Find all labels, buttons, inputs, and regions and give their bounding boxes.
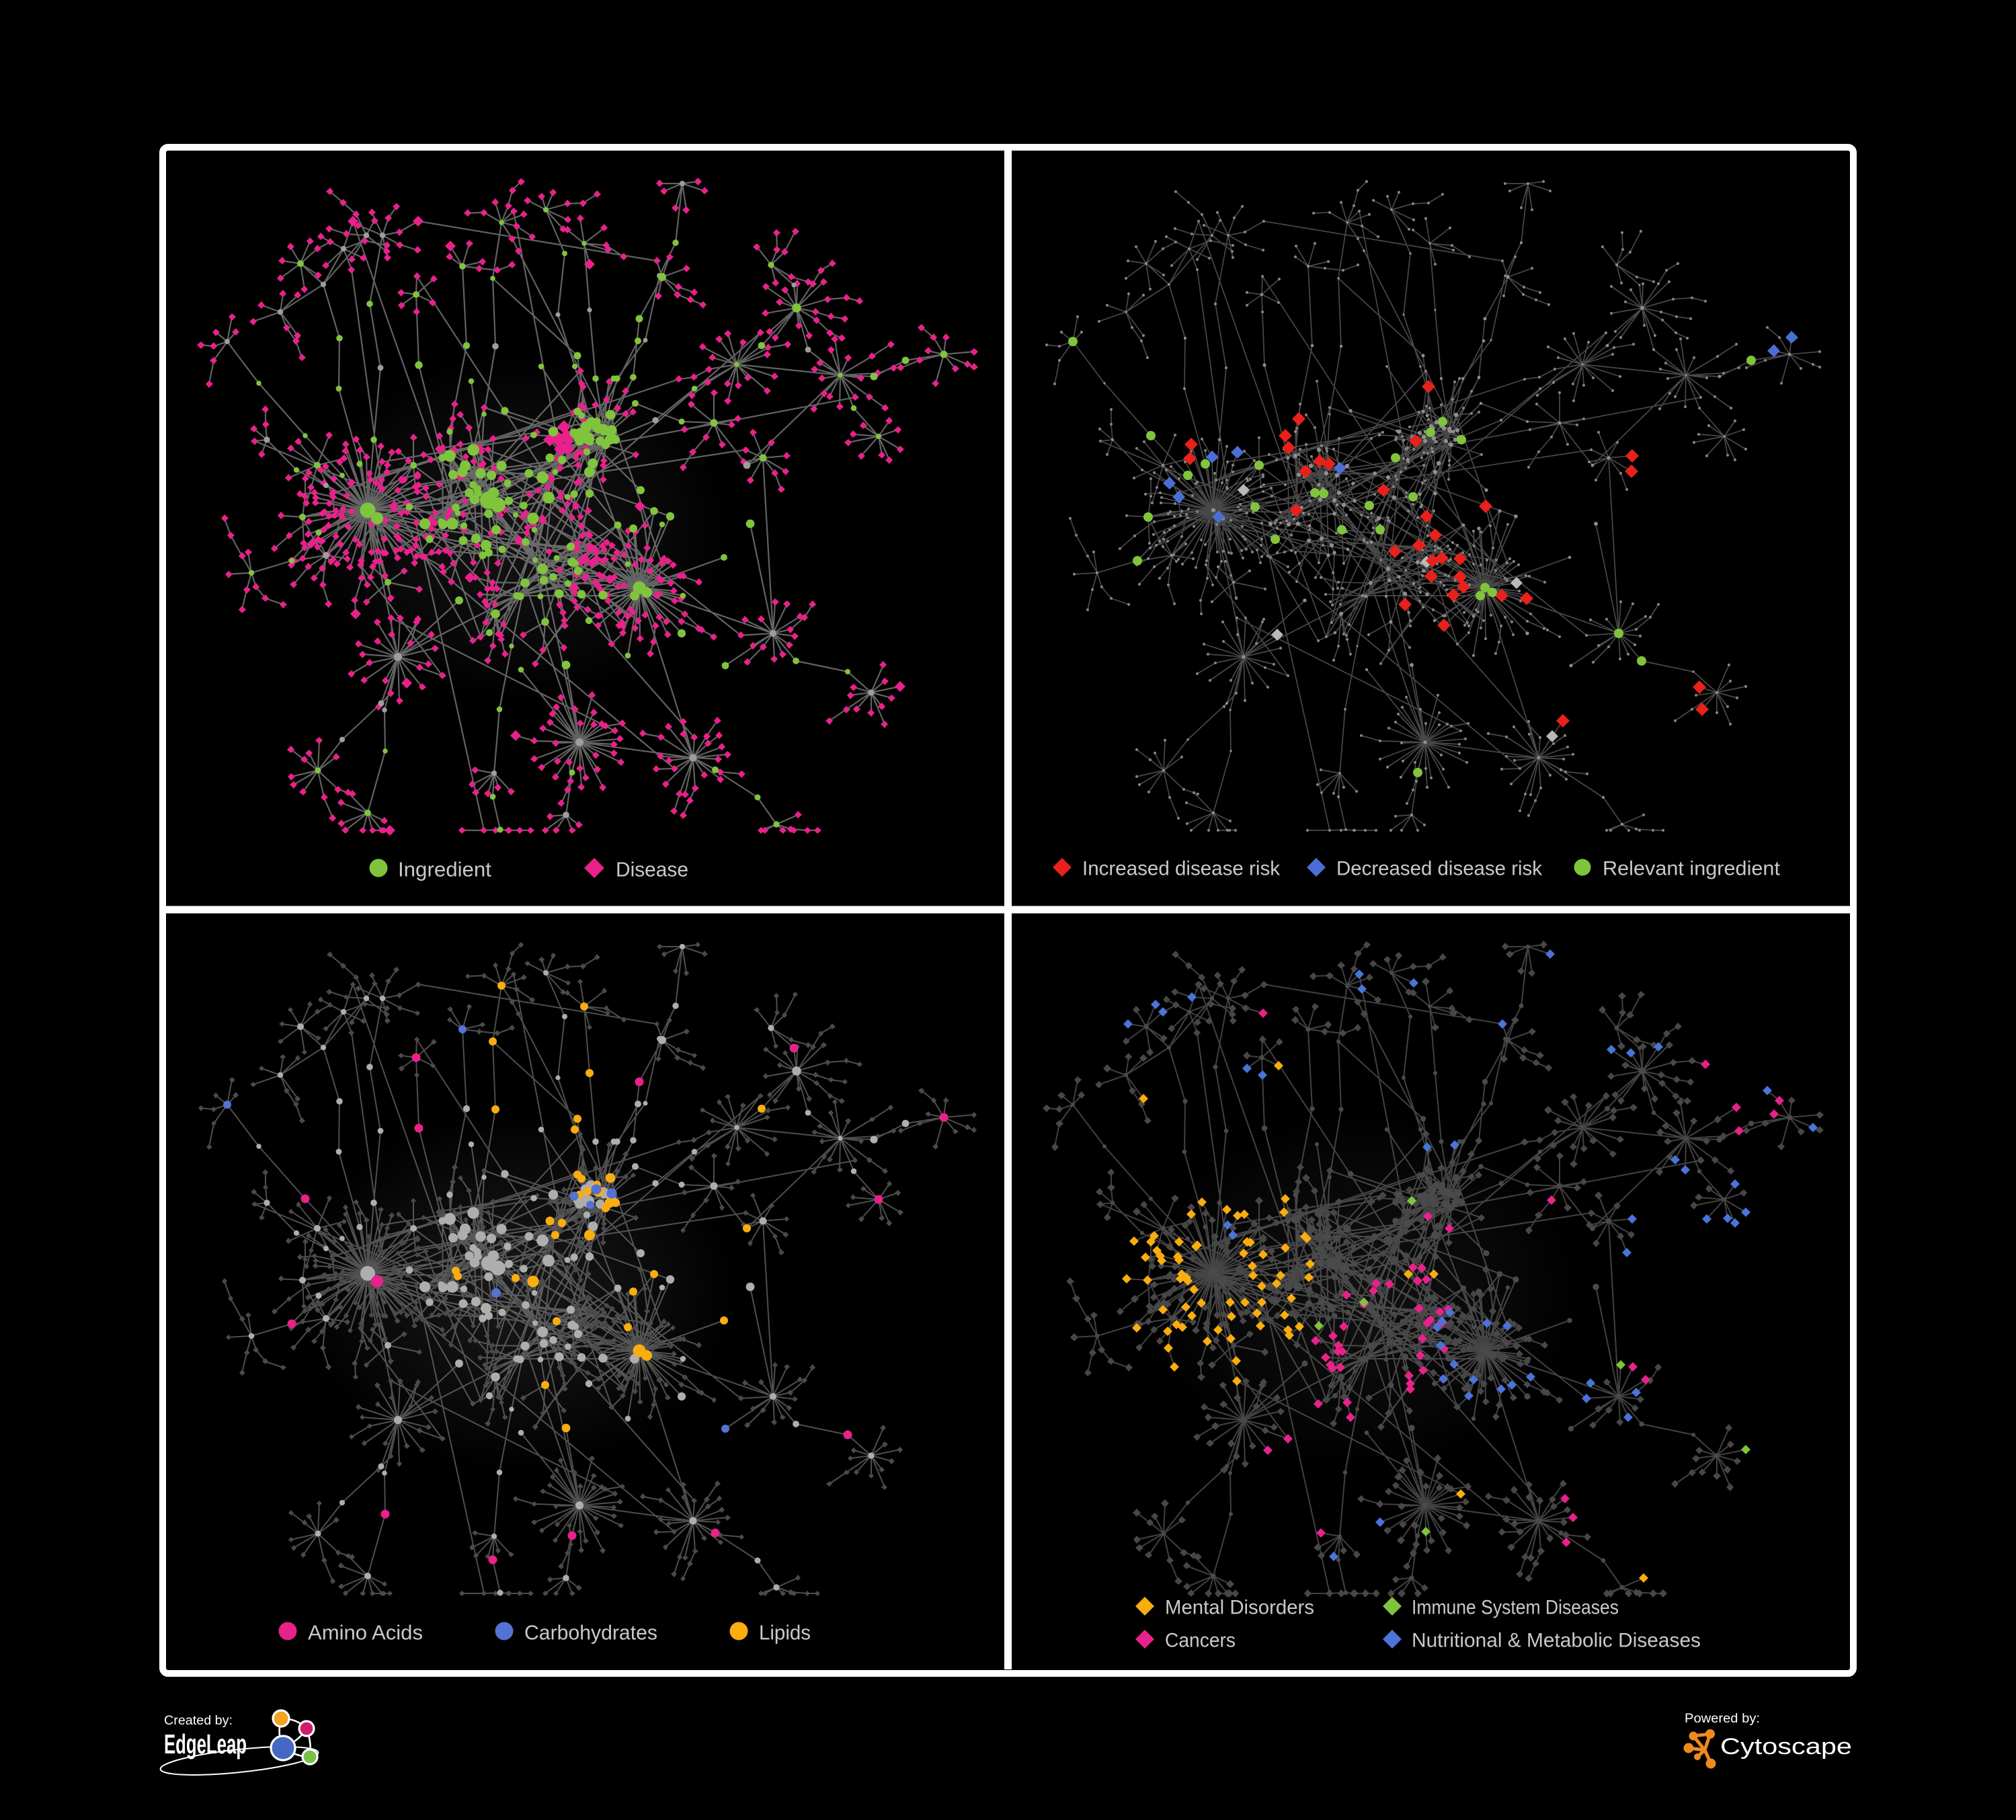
svg-text:EdgeLeap: EdgeLeap (164, 1729, 247, 1759)
svg-text:Powered by:: Powered by: (1685, 1712, 1760, 1726)
svg-text:Cytoscape: Cytoscape (1720, 1734, 1852, 1759)
svg-text:Nutritional & Metabolic Diseas: Nutritional & Metabolic Diseases (1412, 1630, 1701, 1652)
svg-text:Carbohydrates: Carbohydrates (524, 1621, 657, 1645)
svg-text:Relevant ingredient: Relevant ingredient (1603, 858, 1781, 880)
svg-text:Lipids: Lipids (759, 1621, 811, 1645)
svg-text:Created by:: Created by: (164, 1714, 233, 1728)
svg-text:Mental Disorders: Mental Disorders (1165, 1597, 1314, 1619)
svg-text:Immune System Diseases: Immune System Diseases (1412, 1597, 1619, 1619)
svg-text:Cancers: Cancers (1165, 1630, 1236, 1652)
svg-text:Increased disease risk: Increased disease risk (1082, 858, 1281, 880)
svg-text:Decreased disease risk: Decreased disease risk (1336, 858, 1543, 880)
svg-text:Amino Acids: Amino Acids (308, 1621, 423, 1645)
svg-text:Ingredient: Ingredient (398, 858, 491, 881)
svg-text:Disease: Disease (616, 858, 688, 881)
